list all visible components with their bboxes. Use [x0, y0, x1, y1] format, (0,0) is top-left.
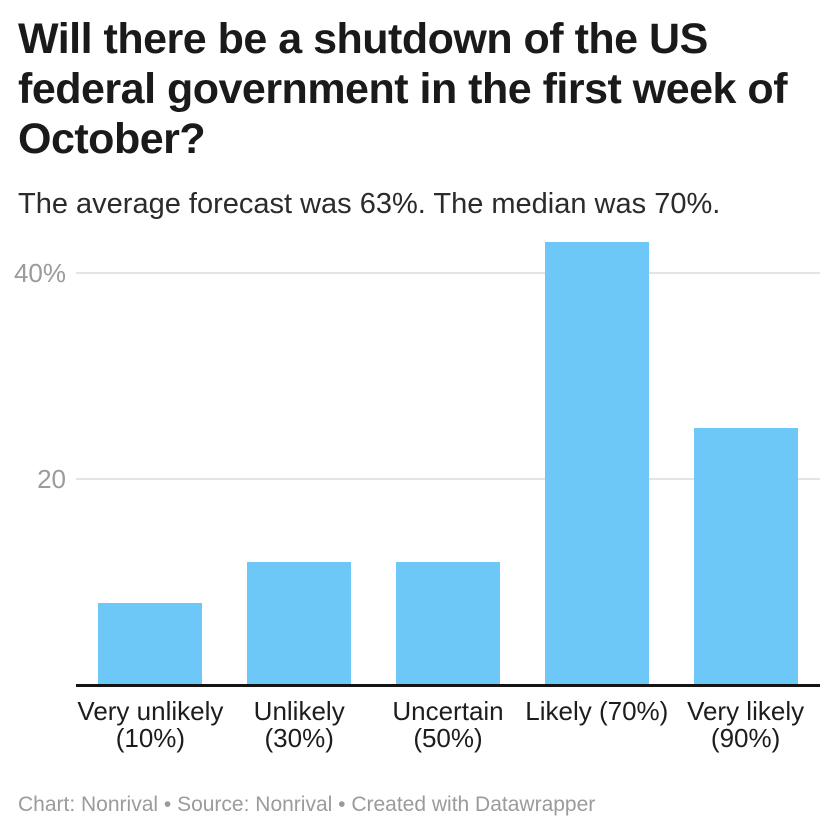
chart-subtitle: The average forecast was 63%. The median… — [18, 188, 721, 220]
category-label-2: Unlikely (30%) — [253, 696, 345, 753]
category-label-5: Very likely (90%) — [687, 696, 805, 753]
chart-title-line-2: federal government in the first week of — [18, 65, 788, 113]
chart-title-line-3: October? — [18, 115, 206, 163]
bar-2[interactable] — [247, 562, 352, 686]
x-axis-line — [76, 684, 820, 687]
chart-title: Will there be a shutdown of the US feder… — [18, 14, 822, 164]
y-tick-label-40: 40% — [13, 257, 66, 288]
bar-1[interactable] — [98, 603, 203, 686]
x-axis-labels: Very unlikely (10%) Unlikely (30%) Uncerta… — [0, 698, 840, 760]
category-label-3: Uncertain (50%) — [392, 696, 504, 753]
chart-title-line-1: Will there be a shutdown of the US — [18, 15, 708, 63]
gridline-20 — [76, 478, 820, 481]
bar-5[interactable] — [693, 427, 798, 686]
bar-4[interactable] — [544, 241, 649, 686]
y-tick-label-20: 20 — [37, 464, 66, 495]
plot-area: 20 40% — [0, 230, 840, 686]
attribution-footer: Chart: Nonrival • Source: Nonrival • Cre… — [18, 793, 596, 816]
category-label-4: Likely (70%) — [525, 696, 669, 726]
category-label-1: Very unlikely (10%) — [77, 696, 224, 753]
gridline-40 — [76, 271, 820, 274]
bar-3[interactable] — [396, 562, 500, 686]
